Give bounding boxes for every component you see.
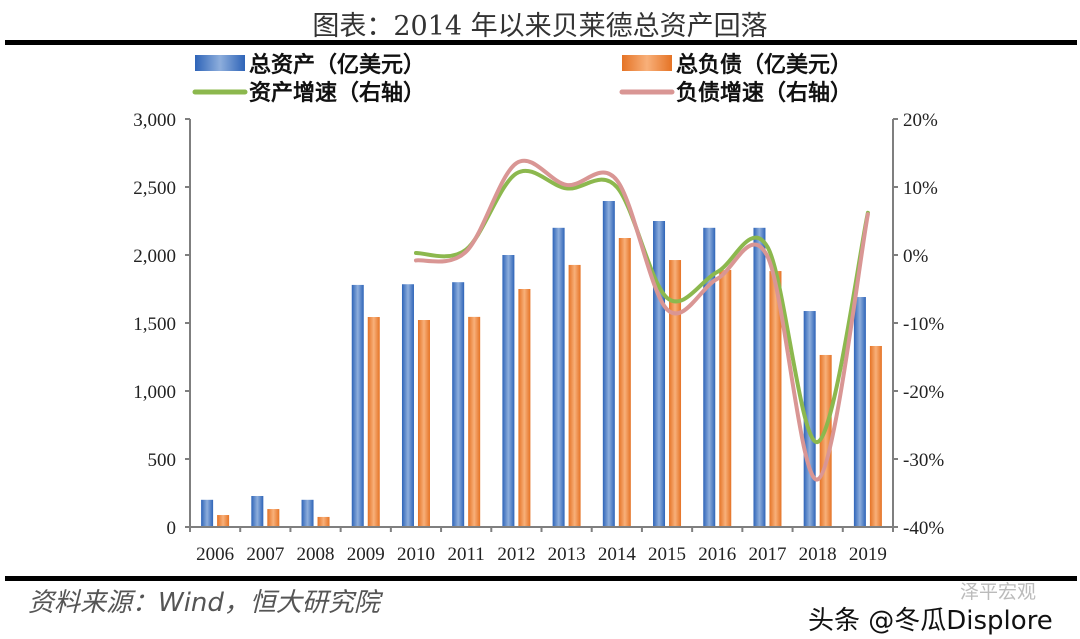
asset-bar	[753, 227, 766, 528]
asset-bar	[602, 201, 615, 527]
watermark-account: 泽平宏观	[960, 581, 1037, 603]
asset-bar	[301, 499, 314, 527]
bottom-rule	[5, 576, 1077, 581]
asset-bar	[502, 255, 515, 527]
liability-bar	[518, 289, 531, 527]
left-tick-label: 1,000	[133, 382, 176, 403]
legend-label: 总负债（亿美元）	[676, 52, 852, 77]
right-tick-label: -10%	[903, 314, 944, 335]
liability-bar	[217, 515, 230, 527]
left-tick-label: 2,000	[133, 246, 176, 267]
asset-bar	[552, 227, 565, 528]
asset-bar	[401, 284, 414, 527]
liability-bar	[669, 260, 682, 527]
x-tick-label: 2017	[748, 544, 786, 565]
liability-bar	[317, 516, 330, 527]
x-tick-label: 2009	[347, 544, 385, 565]
right-tick-label: -30%	[903, 450, 944, 471]
x-tick-label: 2012	[497, 544, 535, 565]
legend-label: 负债增速（右轴）	[676, 80, 852, 105]
chart: 总资产（亿美元） 总负债（亿美元） 资产增速（右轴） 负债增速（右轴） 0 500 1,0…	[133, 52, 944, 565]
legend-swatch	[195, 55, 245, 71]
chart-title: 图表：2014 年以来贝莱德总资产回落	[312, 11, 768, 42]
liability-bar	[267, 509, 280, 527]
right-tick-label: 10%	[903, 178, 938, 199]
x-tick-label: 2010	[397, 544, 435, 565]
liability-bar	[719, 269, 732, 527]
left-tick-label: 1,500	[133, 314, 176, 335]
x-tick-label: 2008	[297, 544, 335, 565]
x-tick-label: 2016	[698, 544, 736, 565]
liability-bar	[568, 264, 581, 527]
liability-growth-line	[413, 158, 870, 482]
liability-bar	[417, 320, 430, 527]
liability-bar	[819, 354, 832, 527]
asset-bar	[452, 282, 465, 527]
asset-bar	[251, 495, 264, 527]
left-tick-label: 3,000	[133, 110, 176, 131]
asset-bar	[853, 297, 866, 527]
asset-bar	[351, 284, 364, 527]
legend-label: 资产增速（右轴）	[249, 80, 425, 105]
left-tick-label: 2,500	[133, 178, 176, 199]
asset-bar	[653, 221, 666, 527]
left-tick-label: 500	[148, 450, 177, 471]
right-tick-label: 20%	[903, 110, 938, 131]
watermark-platform: 头条 @冬瓜Displore	[808, 606, 1053, 636]
liability-bar	[869, 345, 882, 527]
top-rule	[5, 40, 1077, 45]
left-tick-label: 0	[167, 518, 177, 539]
legend-swatch	[622, 55, 672, 71]
x-tick-label: 2006	[196, 544, 234, 565]
asset-bar	[703, 227, 716, 528]
liability-bar	[367, 317, 380, 527]
right-tick-label: -40%	[903, 518, 944, 539]
asset-bar	[201, 499, 214, 527]
x-tick-label: 2011	[448, 544, 485, 565]
source-note: 资料来源：Wind，恒大研究院	[28, 588, 380, 618]
asset-growth-line	[413, 168, 870, 445]
x-tick-label: 2018	[799, 544, 837, 565]
x-tick-label: 2013	[548, 544, 586, 565]
right-tick-label: 0%	[903, 246, 929, 267]
x-tick-label: 2014	[598, 544, 637, 565]
x-tick-label: 2015	[648, 544, 686, 565]
legend: 总资产（亿美元） 总负债（亿美元） 资产增速（右轴） 负债增速（右轴）	[192, 52, 852, 105]
liability-bar	[769, 271, 782, 527]
x-tick-label: 2007	[246, 544, 284, 565]
legend-label: 总资产（亿美元）	[249, 52, 425, 77]
liability-bar	[618, 238, 631, 527]
liability-bar	[468, 316, 481, 527]
x-tick-label: 2019	[849, 544, 887, 565]
right-tick-label: -20%	[903, 382, 944, 403]
